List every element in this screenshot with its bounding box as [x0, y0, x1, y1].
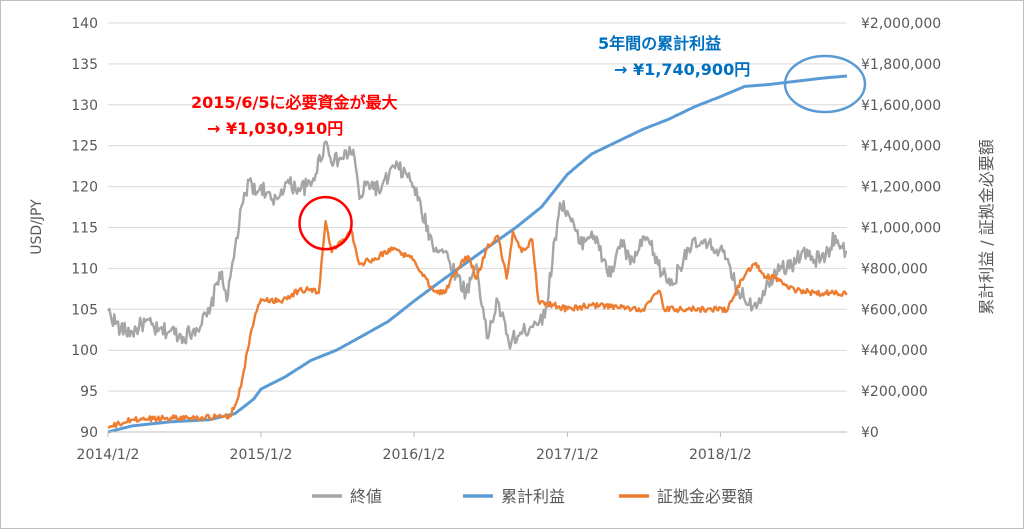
annotation-layer: 2015/6/5に必要資金が最大 → ¥1,030,910円 5年間の累計利益 → ¥…	[191, 34, 867, 251]
series-line-0	[107, 140, 848, 350]
legend-label-1: 累計利益	[501, 487, 565, 506]
y-right-tick-label: ¥1,400,000	[861, 139, 941, 155]
y-right-tick-label: ¥400,000	[861, 343, 928, 359]
x-tick-label: 2018/1/2	[689, 447, 752, 463]
y-right-tick-label: ¥1,200,000	[861, 180, 941, 196]
axis-layer: 90 ¥0 95 ¥200,000 100 ¥400,000 105 ¥600,000 110 ¥…	[29, 16, 996, 463]
y-right-tick-label: ¥1,800,000	[861, 57, 941, 73]
y-left-tick-label: 105	[71, 302, 98, 318]
annotation-blue-ellipse	[783, 54, 867, 114]
x-tick-label: 2017/1/2	[536, 447, 599, 463]
y-right-tick-label: ¥800,000	[861, 261, 928, 277]
y-left-tick-label: 100	[71, 343, 98, 359]
annotation-profit-line1: 5年間の累計利益	[598, 34, 721, 53]
annotation-red-circle	[298, 195, 353, 251]
y-left-tick-label: 125	[71, 139, 98, 155]
y-right-tick-label: ¥2,000,000	[861, 16, 941, 32]
legend-label-2: 証拠金必要額	[657, 487, 753, 506]
y-left-tick-label: 90	[80, 425, 98, 441]
y-left-tick-label: 120	[71, 180, 98, 196]
annotation-peak-line1: 2015/6/5に必要資金が最大	[191, 93, 398, 112]
series-line-2	[107, 219, 848, 429]
y-right-tick-label: ¥1,600,000	[861, 98, 941, 114]
y-right-tick-label: ¥600,000	[861, 302, 928, 318]
x-tick-label: 2015/1/2	[230, 447, 293, 463]
y-left-tick-label: 95	[80, 384, 98, 400]
y-left-tick-label: 130	[71, 98, 98, 114]
y-right-tick-label: ¥1,000,000	[861, 221, 941, 237]
legend-layer: 終値 累計利益 証拠金必要額	[312, 487, 753, 506]
y-left-tick-label: 135	[71, 57, 98, 73]
annotation-profit-line2: → ¥1,740,900円	[614, 60, 750, 79]
y-left-tick-label: 110	[71, 261, 98, 277]
y-right-tick-label: ¥200,000	[861, 384, 928, 400]
series-layer	[107, 74, 848, 434]
y-left-tick-label: 115	[71, 221, 98, 237]
y-right-tick-label: ¥0	[861, 425, 879, 441]
y-right-axis-title: 累計利益 / 証拠金必要額	[977, 139, 996, 315]
grid-layer	[108, 22, 847, 433]
x-tick-label: 2014/1/2	[77, 447, 140, 463]
legend-label-0: 終値	[350, 487, 382, 506]
y-left-axis-title: USD/JPY	[29, 199, 45, 255]
annotation-peak-line2: → ¥1,030,910円	[207, 119, 343, 138]
x-tick-label: 2016/1/2	[383, 447, 446, 463]
y-left-tick-label: 140	[71, 16, 98, 32]
